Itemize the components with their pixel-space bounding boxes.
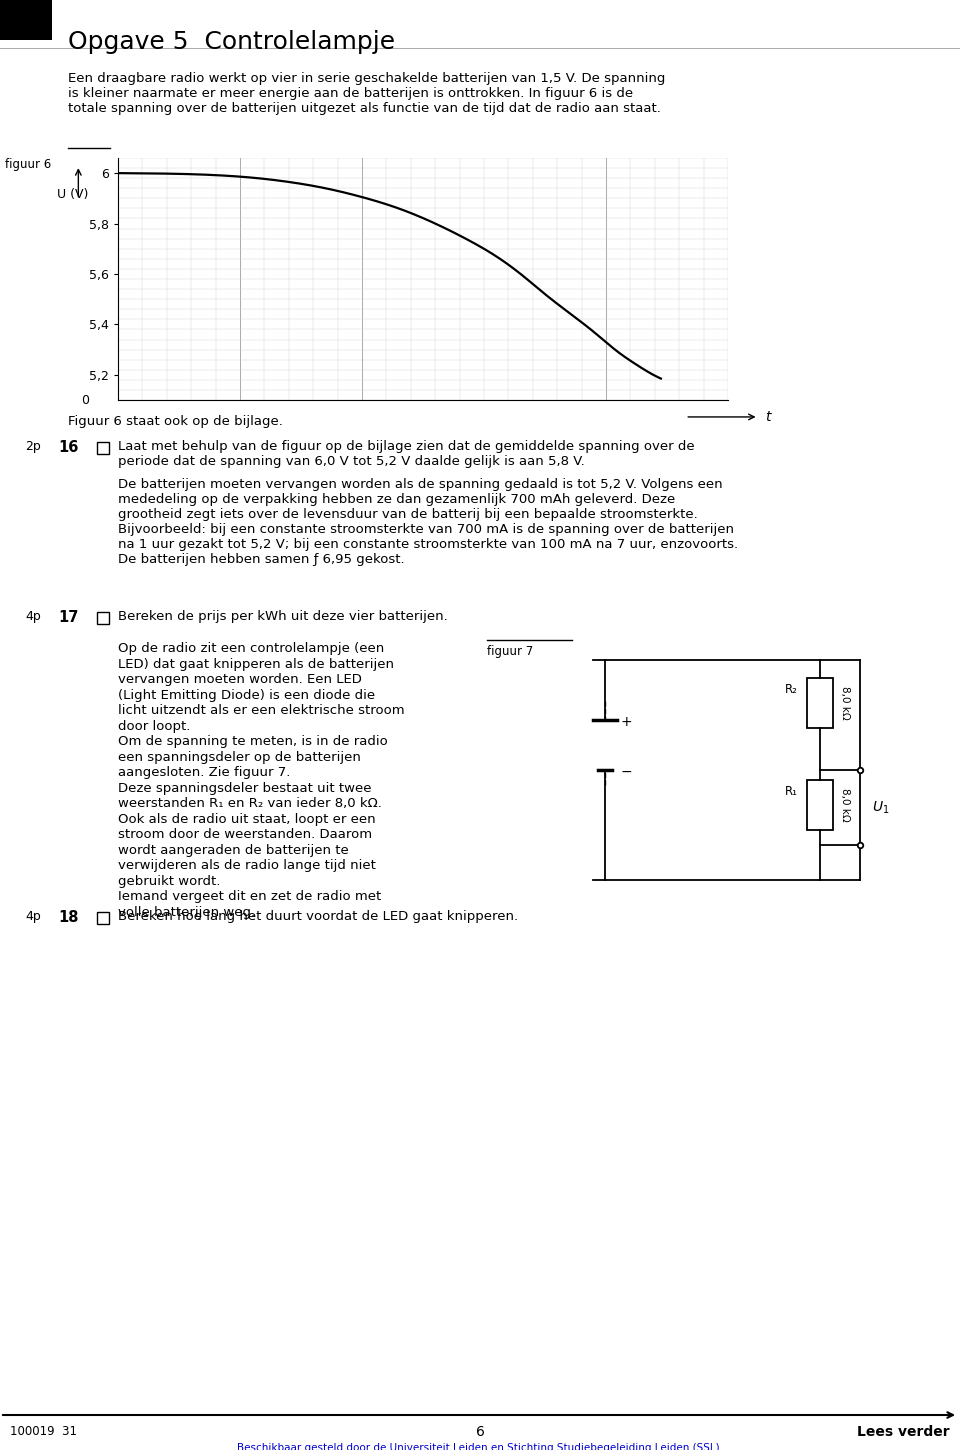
Bar bbox=[97, 612, 109, 624]
Text: figuur 6: figuur 6 bbox=[5, 158, 51, 171]
Bar bbox=[807, 679, 833, 728]
Text: R₂: R₂ bbox=[785, 683, 798, 696]
Bar bbox=[807, 780, 833, 829]
Text: wordt aangeraden de batterijen te: wordt aangeraden de batterijen te bbox=[118, 844, 348, 857]
Text: vervangen moeten worden. Een LED: vervangen moeten worden. Een LED bbox=[118, 673, 362, 686]
Text: 4p: 4p bbox=[25, 911, 40, 924]
Text: De batterijen moeten vervangen worden als de spanning gedaald is tot 5,2 V. Volg: De batterijen moeten vervangen worden al… bbox=[118, 478, 738, 566]
Text: Figuur 6 staat ook op de bijlage.: Figuur 6 staat ook op de bijlage. bbox=[68, 415, 283, 428]
Text: $U_1$: $U_1$ bbox=[872, 799, 889, 816]
Text: Opgave 5  Controlelampje: Opgave 5 Controlelampje bbox=[68, 30, 396, 54]
Text: R₁: R₁ bbox=[785, 784, 798, 798]
Text: een spanningsdeler op de batterijen: een spanningsdeler op de batterijen bbox=[118, 751, 361, 764]
Text: Lees verder: Lees verder bbox=[857, 1425, 950, 1438]
Bar bbox=[97, 912, 109, 924]
Text: (Light Emitting Diode) is een diode die: (Light Emitting Diode) is een diode die bbox=[118, 689, 375, 702]
Text: U (V): U (V) bbox=[57, 188, 88, 200]
Text: 100019  31: 100019 31 bbox=[10, 1425, 77, 1438]
Bar bbox=[0, 0, 52, 41]
Text: 8,0 kΩ: 8,0 kΩ bbox=[840, 789, 850, 822]
Text: 17: 17 bbox=[58, 610, 79, 625]
Text: verwijderen als de radio lange tijd niet: verwijderen als de radio lange tijd niet bbox=[118, 858, 376, 871]
Text: 18: 18 bbox=[58, 911, 79, 925]
Text: gebruikt wordt.: gebruikt wordt. bbox=[118, 874, 221, 887]
Text: door loopt.: door loopt. bbox=[118, 719, 190, 732]
Text: volle batterijen weg.: volle batterijen weg. bbox=[118, 905, 255, 918]
Text: aangesloten. Zie figuur 7.: aangesloten. Zie figuur 7. bbox=[118, 766, 290, 779]
Text: −: − bbox=[621, 766, 633, 779]
Text: +: + bbox=[621, 715, 633, 729]
Bar bbox=[97, 442, 109, 454]
Text: Om de spanning te meten, is in de radio: Om de spanning te meten, is in de radio bbox=[118, 735, 388, 748]
Text: figuur 7: figuur 7 bbox=[487, 645, 533, 658]
Text: 2p: 2p bbox=[25, 439, 40, 452]
Text: $t$: $t$ bbox=[764, 410, 773, 423]
Text: Beschikbaar gesteld door de Universiteit Leiden en Stichting Studiebegeleiding L: Beschikbaar gesteld door de Universiteit… bbox=[132, 1443, 828, 1450]
Text: Een draagbare radio werkt op vier in serie geschakelde batterijen van 1,5 V. De : Een draagbare radio werkt op vier in ser… bbox=[68, 72, 665, 115]
Text: 8,0 kΩ: 8,0 kΩ bbox=[840, 686, 850, 719]
Text: Bereken hoe lang het duurt voordat de LED gaat knipperen.: Bereken hoe lang het duurt voordat de LE… bbox=[118, 911, 518, 924]
Text: stroom door de weerstanden. Daarom: stroom door de weerstanden. Daarom bbox=[118, 828, 372, 841]
Text: Bereken de prijs per kWh uit deze vier batterijen.: Bereken de prijs per kWh uit deze vier b… bbox=[118, 610, 447, 624]
Text: 0: 0 bbox=[81, 393, 88, 406]
Text: Ook als de radio uit staat, loopt er een: Ook als de radio uit staat, loopt er een bbox=[118, 812, 375, 825]
Text: Iemand vergeet dit en zet de radio met: Iemand vergeet dit en zet de radio met bbox=[118, 890, 381, 903]
Text: Deze spanningsdeler bestaat uit twee: Deze spanningsdeler bestaat uit twee bbox=[118, 782, 372, 795]
Text: LED) dat gaat knipperen als de batterijen: LED) dat gaat knipperen als de batterije… bbox=[118, 657, 394, 670]
Text: licht uitzendt als er een elektrische stroom: licht uitzendt als er een elektrische st… bbox=[118, 705, 404, 716]
Text: 6: 6 bbox=[475, 1425, 485, 1438]
Text: 16: 16 bbox=[58, 439, 79, 455]
Text: Op de radio zit een controlelampje (een: Op de radio zit een controlelampje (een bbox=[118, 642, 384, 655]
Text: Laat met behulp van de figuur op de bijlage zien dat de gemiddelde spanning over: Laat met behulp van de figuur op de bijl… bbox=[118, 439, 695, 468]
Text: weerstanden R₁ en R₂ van ieder 8,0 kΩ.: weerstanden R₁ en R₂ van ieder 8,0 kΩ. bbox=[118, 798, 382, 811]
Text: 4p: 4p bbox=[25, 610, 40, 624]
